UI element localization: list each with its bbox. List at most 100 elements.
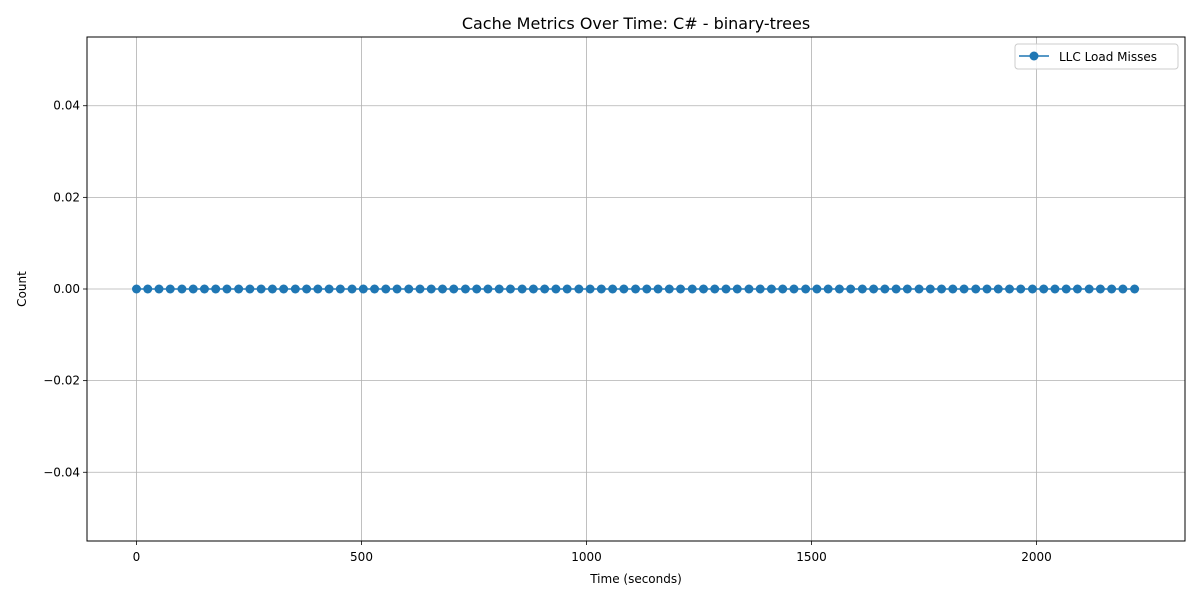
data-point: [948, 284, 958, 294]
data-point: [540, 284, 550, 294]
data-point: [834, 284, 844, 294]
data-point: [222, 284, 232, 294]
data-point: [1072, 284, 1082, 294]
data-point: [608, 284, 618, 294]
data-point: [1050, 284, 1060, 294]
data-point: [631, 284, 641, 294]
data-point: [460, 284, 470, 294]
data-point: [494, 284, 504, 294]
data-point: [324, 284, 334, 294]
data-point: [449, 284, 459, 294]
x-axis: 0 500 1000 1500 2000: [133, 541, 1052, 564]
data-point: [381, 284, 391, 294]
data-point: [279, 284, 289, 294]
data-point: [1084, 284, 1094, 294]
data-point: [902, 284, 912, 294]
data-point: [982, 284, 992, 294]
legend-label: LLC Load Misses: [1059, 50, 1157, 64]
y-axis-label: Count: [15, 271, 29, 307]
data-point: [404, 284, 414, 294]
legend-marker: [1029, 51, 1039, 61]
data-point: [585, 284, 595, 294]
data-point: [370, 284, 380, 294]
data-point: [1118, 284, 1128, 294]
data-point: [426, 284, 436, 294]
data-point: [472, 284, 482, 294]
data-point: [245, 284, 255, 294]
data-point: [801, 284, 811, 294]
data-point: [132, 284, 141, 294]
data-point: [789, 284, 799, 294]
x-tick-label: 1000: [571, 550, 602, 564]
data-point: [959, 284, 969, 294]
x-axis-label: Time (seconds): [589, 572, 682, 586]
data-point: [358, 284, 368, 294]
data-point: [562, 284, 572, 294]
data-point: [392, 284, 402, 294]
x-tick-label: 1500: [796, 550, 827, 564]
legend: LLC Load Misses: [1014, 43, 1179, 70]
data-point: [415, 284, 425, 294]
data-point: [710, 284, 720, 294]
y-tick-label: −0.04: [43, 465, 80, 479]
data-point: [1039, 284, 1049, 294]
legend-box: [1014, 43, 1179, 70]
data-point: [517, 284, 527, 294]
data-point: [744, 284, 754, 294]
data-point: [1016, 284, 1026, 294]
data-point: [505, 284, 515, 294]
data-point: [676, 284, 686, 294]
data-point: [177, 284, 187, 294]
data-point: [732, 284, 742, 294]
data-point: [335, 284, 345, 294]
data-point: [914, 284, 924, 294]
data-point: [755, 284, 765, 294]
data-point: [188, 284, 198, 294]
data-point: [1061, 284, 1071, 294]
data-point: [846, 284, 856, 294]
data-point: [483, 284, 493, 294]
y-tick-label: 0.00: [53, 282, 80, 296]
data-point: [165, 284, 175, 294]
data-point: [721, 284, 731, 294]
data-point: [937, 284, 947, 294]
data-point: [823, 284, 833, 294]
data-point: [869, 284, 879, 294]
y-axis: −0.04 −0.02 0.00 0.02 0.04: [43, 99, 87, 479]
data-point: [880, 284, 890, 294]
data-point: [925, 284, 935, 294]
data-point: [211, 284, 221, 294]
y-tick-label: 0.04: [53, 99, 80, 113]
data-point: [687, 284, 697, 294]
data-point: [199, 284, 209, 294]
data-point: [619, 284, 629, 294]
data-point: [154, 284, 164, 294]
series-layer: [132, 284, 1140, 294]
data-point: [313, 284, 323, 294]
data-point: [1095, 284, 1105, 294]
data-point: [642, 284, 652, 294]
data-point: [812, 284, 822, 294]
data-point: [1130, 284, 1140, 294]
data-point: [766, 284, 776, 294]
data-point: [664, 284, 674, 294]
data-point: [596, 284, 606, 294]
data-point: [971, 284, 981, 294]
chart-title: Cache Metrics Over Time: C# - binary-tre…: [462, 14, 810, 33]
data-point: [256, 284, 266, 294]
data-point: [1027, 284, 1037, 294]
data-point: [993, 284, 1003, 294]
data-point: [891, 284, 901, 294]
data-point: [347, 284, 357, 294]
data-point: [290, 284, 300, 294]
data-point: [699, 284, 708, 294]
data-point: [551, 284, 561, 294]
y-tick-label: −0.02: [43, 374, 80, 388]
y-tick-label: 0.02: [53, 190, 80, 204]
data-point: [302, 284, 312, 294]
x-tick-label: 0: [133, 550, 141, 564]
data-point: [1005, 284, 1014, 294]
data-point: [267, 284, 277, 294]
data-point: [438, 284, 447, 294]
